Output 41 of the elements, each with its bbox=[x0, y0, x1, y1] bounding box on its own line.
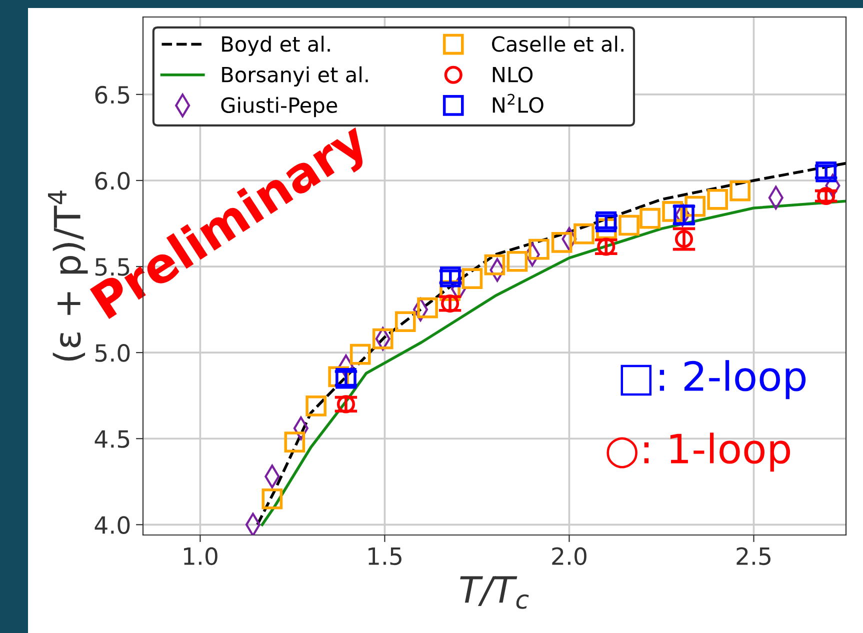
point bbox=[394, 311, 416, 332]
point bbox=[336, 395, 355, 414]
point bbox=[462, 268, 483, 289]
point bbox=[441, 294, 460, 313]
legend-label: Borsanyi et al. bbox=[222, 66, 368, 86]
point bbox=[284, 432, 306, 452]
point bbox=[674, 230, 694, 248]
legend-label: Giusti-Pepe bbox=[221, 96, 338, 118]
x-axis-title: T/T$_{c}$ bbox=[460, 576, 529, 609]
annotation: □: 2-loop bbox=[620, 360, 806, 400]
legend-label: Boyd et al. bbox=[222, 36, 330, 56]
point bbox=[597, 238, 616, 256]
point bbox=[551, 232, 572, 253]
y-tick-label: 6.5 bbox=[95, 86, 130, 104]
point bbox=[684, 196, 706, 217]
y-tick-label: 4.5 bbox=[94, 430, 130, 448]
point bbox=[306, 396, 326, 416]
legend-label: N$^{2}$LO bbox=[492, 94, 544, 113]
x-tick-label: 2.5 bbox=[736, 547, 770, 566]
x-tick-label: 1.0 bbox=[184, 547, 218, 566]
point bbox=[350, 344, 371, 365]
y-tick-label: 4.0 bbox=[94, 516, 130, 534]
point bbox=[506, 250, 528, 272]
x-tick-label: 2.0 bbox=[552, 547, 586, 566]
point bbox=[640, 208, 660, 229]
x-tick-label: 1.5 bbox=[368, 548, 402, 566]
point bbox=[730, 180, 751, 202]
point bbox=[528, 238, 550, 260]
annotation: ○: 1-loop bbox=[606, 432, 790, 472]
point bbox=[618, 214, 640, 236]
legend-label: NLO bbox=[492, 66, 533, 82]
point bbox=[484, 254, 506, 276]
legend-label: Caselle et al. bbox=[492, 36, 624, 52]
y-axis-title: (ε + p)/T$^{4}$ bbox=[48, 190, 88, 361]
point bbox=[574, 223, 594, 244]
point bbox=[662, 201, 683, 222]
point bbox=[817, 186, 836, 206]
y-tick-label: 5.0 bbox=[95, 344, 130, 362]
point bbox=[262, 488, 283, 510]
point bbox=[707, 189, 728, 210]
point bbox=[417, 297, 438, 318]
